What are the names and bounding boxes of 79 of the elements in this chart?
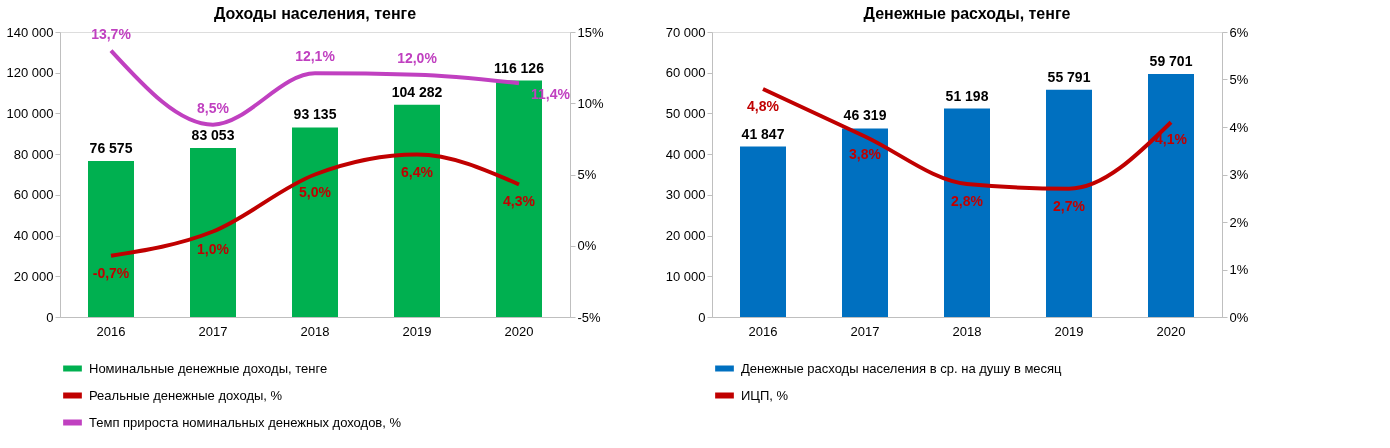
bar [1148,73,1194,317]
y2-tick-label: 0% [1229,309,1249,325]
legend-label: ИЦП, % [741,387,789,403]
y2-tick-label: 4% [1229,119,1249,135]
x-tick-label: 2016 [96,323,126,339]
y-tick-label: 60 000 [665,65,706,81]
data-label: -0,7% [92,264,130,281]
y2-tick-label: 6% [1229,24,1249,40]
bar [944,108,990,317]
y2-tick-label: 5% [1229,72,1249,87]
bar [1046,89,1092,317]
y2-tick-label: 0% [577,238,597,254]
data-label: 2,7% [1053,197,1086,214]
y-tick-label: 30 000 [665,187,706,203]
y2-tick-label: 2% [1229,214,1249,230]
y2-tick-label: 10% [577,95,604,111]
legend-label: Денежные расходы населения в ср. на душу в месяц [741,360,1063,376]
data-label: 12,0% [397,49,438,66]
y-tick-label: 20 000 [13,268,54,284]
x-tick-label: 2020 [1156,323,1186,339]
y-tick-label: 100 000 [6,105,54,121]
data-label: 104 282 [391,83,443,100]
data-label: 51 198 [945,87,989,104]
data-label: 12,1% [295,48,336,65]
chart-title: Доходы населения, тенге [213,5,417,22]
chart-title: Денежные расходы, тенге [863,5,1071,22]
y-tick-label: 0 [698,309,706,325]
data-label: 5,0% [299,183,332,200]
y2-tick-label: 5% [577,167,597,182]
y2-tick-label: 1% [1229,262,1249,277]
y-tick-label: 120 000 [6,65,54,81]
bar [88,161,134,317]
data-label: 4,1% [1155,131,1188,148]
data-label: 6,4% [401,163,434,180]
data-label: 59 701 [1149,52,1193,69]
x-tick-label: 2018 [952,323,982,339]
data-label: 76 575 [89,140,133,157]
y-tick-label: 50 000 [665,105,706,121]
data-label: 93 135 [293,106,337,123]
y2-tick-label: 3% [1229,167,1249,182]
legend-label: Темп прироста номинальных денежных доходов, % [89,414,402,430]
data-label: 3,8% [849,145,882,162]
data-label: 13,7% [91,25,132,42]
data-label: 1,0% [197,240,230,257]
bar [292,127,338,317]
data-label: 83 053 [191,126,235,143]
legend-label: Реальные денежные доходы, % [89,387,283,403]
data-label: 41 847 [741,125,785,142]
legend-label: Номинальные денежные доходы, тенге [89,360,328,376]
x-tick-label: 2019 [402,323,432,339]
bar [740,146,786,317]
x-tick-label: 2016 [748,323,778,339]
bar [394,104,440,317]
x-tick-label: 2020 [504,323,534,339]
x-tick-label: 2017 [850,323,880,339]
y2-tick-label: -5% [577,309,602,325]
y-tick-label: 80 000 [13,146,54,162]
data-label: 8,5% [197,99,230,116]
y2-tick-label: 15% [577,24,604,40]
data-label: 4,8% [747,98,780,114]
x-tick-label: 2018 [300,323,330,339]
y-tick-label: 60 000 [13,187,54,203]
data-label: 55 791 [1047,68,1091,85]
y-tick-label: 0 [46,309,54,325]
data-label: 116 126 [494,59,545,76]
bar [190,147,236,317]
x-tick-label: 2019 [1054,323,1084,339]
y-tick-label: 20 000 [665,228,706,244]
x-tick-label: 2017 [198,323,228,339]
y-tick-label: 70 000 [665,24,706,40]
y-tick-label: 10 000 [665,268,706,284]
y-tick-label: 140 000 [6,24,54,40]
bar [842,128,888,317]
data-label: 2,8% [951,193,984,209]
data-label: 46 319 [843,107,887,124]
line-series [109,48,521,127]
y-tick-label: 40 000 [13,228,54,244]
y-tick-label: 40 000 [665,146,706,162]
data-label: 4,3% [503,193,536,210]
